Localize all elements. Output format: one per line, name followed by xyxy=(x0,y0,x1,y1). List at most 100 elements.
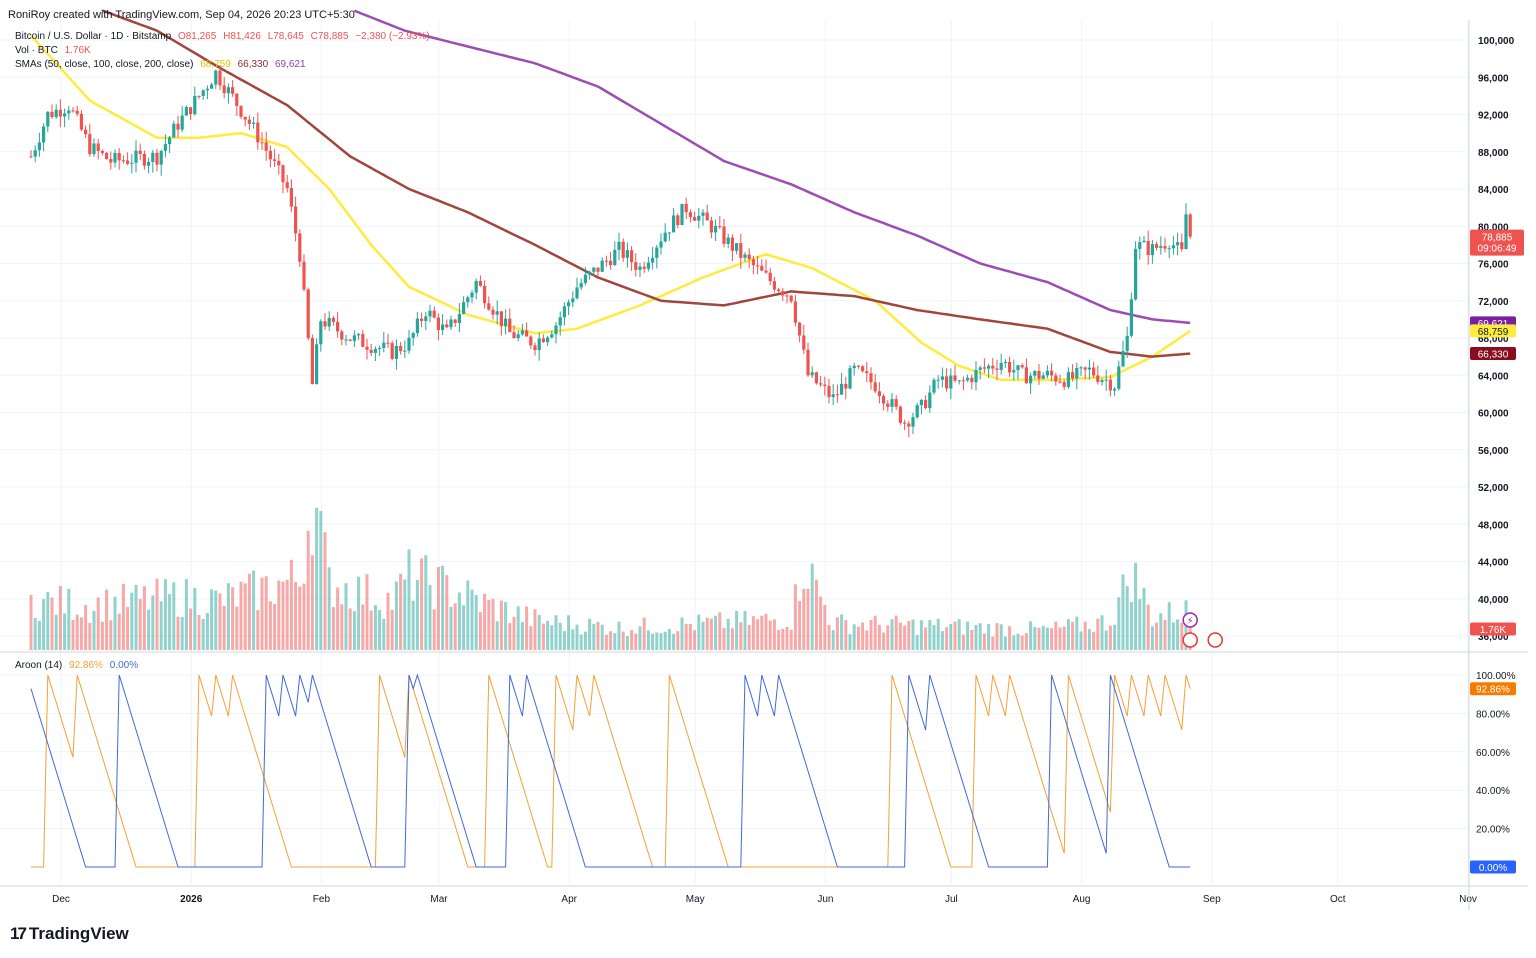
volume-bar xyxy=(1092,631,1096,650)
candle-body xyxy=(1087,367,1091,370)
volume-bar xyxy=(348,608,352,650)
candle-body xyxy=(781,291,785,296)
candle-body xyxy=(285,182,289,189)
time-tick-label: 2026 xyxy=(180,894,203,905)
candle-body xyxy=(1121,351,1125,367)
aroon-tick-label: 100.00% xyxy=(1476,671,1516,682)
volume-bar xyxy=(495,621,499,650)
candle-body xyxy=(667,232,671,234)
candle-body xyxy=(546,337,550,343)
volume-bar xyxy=(222,605,226,650)
candle-body xyxy=(281,165,285,183)
volume-bar xyxy=(537,615,541,650)
volume-bar xyxy=(1020,635,1024,650)
volume-bar xyxy=(243,583,247,650)
volume-bar xyxy=(911,619,915,650)
volume-bar xyxy=(109,620,113,650)
volume-bar xyxy=(436,566,440,650)
candle-body xyxy=(483,285,487,304)
time-tick-label: Dec xyxy=(52,894,70,905)
volume-bar xyxy=(835,617,839,650)
volume-bar xyxy=(625,636,629,650)
candle-body xyxy=(126,160,130,164)
candle-body xyxy=(214,70,218,85)
candle-body xyxy=(915,405,919,418)
volume-bar xyxy=(365,574,369,650)
candle-body xyxy=(1146,240,1150,256)
volume-bar xyxy=(1045,627,1049,650)
candle-body xyxy=(873,382,877,392)
candle-body xyxy=(798,322,802,336)
volume-bar xyxy=(1113,624,1117,650)
candle-body xyxy=(856,365,860,367)
candle-body xyxy=(940,376,944,380)
time-tick-label: Apr xyxy=(561,894,577,905)
volume-bar xyxy=(235,606,239,650)
candle-body xyxy=(403,350,407,352)
volume-bar xyxy=(382,618,386,650)
candle-body xyxy=(714,225,718,233)
candle-body xyxy=(747,254,751,260)
volume-bar xyxy=(1125,586,1129,650)
candle-body xyxy=(945,376,949,389)
candle-body xyxy=(730,237,734,251)
candle-body xyxy=(201,90,205,96)
sma-line-sma50 xyxy=(30,34,1191,382)
candle-body xyxy=(562,306,566,318)
candle-body xyxy=(592,267,596,272)
candle-body xyxy=(621,241,625,258)
volume-bar xyxy=(1016,633,1020,650)
tradingview-logo[interactable]: 17 TradingView xyxy=(10,924,129,944)
candle-body xyxy=(457,313,461,324)
volume-bar xyxy=(940,631,944,650)
candle-body xyxy=(1008,362,1012,373)
aroon-up-line xyxy=(31,674,1191,868)
candle-body xyxy=(470,292,474,298)
candle-body xyxy=(533,345,537,351)
candle-body xyxy=(176,123,180,130)
volume-bar xyxy=(168,594,172,650)
volume-bar xyxy=(512,616,516,650)
candle-body xyxy=(1054,375,1058,382)
candle-body xyxy=(974,369,978,383)
aroon-down-value: 0.00% xyxy=(109,660,139,671)
candle-body xyxy=(239,105,243,117)
candle-body xyxy=(693,217,697,221)
volume-label: Vol · BTC xyxy=(15,45,58,56)
time-tick-label: May xyxy=(686,894,705,905)
time-tick-label: Sep xyxy=(1203,894,1221,905)
volume-bar xyxy=(415,580,419,650)
volume-bar xyxy=(915,634,919,650)
volume-bar xyxy=(726,618,730,650)
volume-bar xyxy=(747,625,751,650)
candle-body xyxy=(718,225,722,227)
candle-body xyxy=(348,339,352,341)
volume-bar xyxy=(604,634,608,650)
volume-bar xyxy=(1096,618,1100,650)
candle-body xyxy=(659,241,663,248)
tradingview-logo-text: TradingView xyxy=(28,924,129,943)
volume-bar xyxy=(399,573,403,650)
volume-bar xyxy=(840,614,844,650)
candle-body xyxy=(831,394,835,398)
volume-bar xyxy=(693,630,697,650)
volume-bar xyxy=(1100,615,1104,650)
volume-bar xyxy=(684,623,688,650)
volume-bar xyxy=(882,632,886,650)
volume-bar xyxy=(789,630,793,650)
last-price-tag: 78,885 xyxy=(1482,233,1513,244)
volume-bar xyxy=(798,601,802,650)
volume-bar xyxy=(508,623,512,650)
candle-body xyxy=(428,310,432,317)
volume-bar xyxy=(705,617,709,650)
volume-bar xyxy=(84,604,88,650)
volume-bar xyxy=(886,625,890,650)
volume-bar xyxy=(638,626,642,650)
volume-bar xyxy=(596,622,600,650)
volume-value: 1.76K xyxy=(64,45,91,56)
candle-body xyxy=(768,272,772,282)
close-value: C78,885 xyxy=(310,31,349,42)
candle-body xyxy=(936,379,940,381)
bar-countdown: 09:06:49 xyxy=(1478,244,1517,255)
